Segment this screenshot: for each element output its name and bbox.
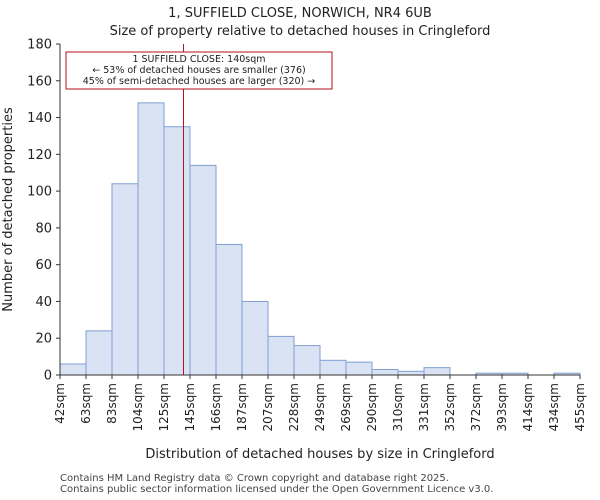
x-tick-label: 310sqm (391, 383, 405, 431)
histogram-bar (293, 345, 321, 376)
histogram-bar (111, 183, 139, 376)
annotation-text: 45% of semi-detached houses are larger (… (83, 76, 316, 87)
footer-copyright: Contains HM Land Registry data © Crown c… (60, 473, 449, 484)
x-tick-label: 83sqm (105, 383, 119, 424)
histogram-bar (189, 164, 217, 376)
x-tick-label: 393sqm (495, 383, 509, 431)
x-tick-label: 434sqm (547, 383, 561, 431)
x-tick-label: 145sqm (183, 383, 197, 431)
x-tick-label: 352sqm (443, 383, 457, 431)
x-tick-label: 42sqm (53, 383, 67, 424)
histogram-bar (267, 335, 295, 376)
x-tick-label: 63sqm (79, 383, 93, 424)
x-tick-label: 228sqm (287, 383, 301, 431)
histogram-bar (423, 367, 451, 376)
histogram-bar (137, 102, 165, 376)
histogram-bar (371, 368, 399, 376)
x-tick-label: 455sqm (573, 383, 587, 431)
chart-title: 1, SUFFIELD CLOSE, NORWICH, NR4 6UB (168, 6, 432, 21)
y-tick-label: 160 (27, 74, 52, 89)
histogram-bar (215, 243, 243, 376)
histogram-bar (59, 363, 87, 376)
y-tick-label: 180 (27, 38, 52, 53)
histogram-chart: 0 20 40 60 80 100 120 140 160 180 42sqm 63sqm 83sqm 1… (1, 38, 587, 463)
histogram-bar (345, 361, 373, 376)
histogram-bar (397, 370, 425, 376)
histogram-bar (319, 359, 347, 376)
x-tick-label: 331sqm (417, 383, 431, 431)
histogram-bar (85, 330, 113, 376)
x-tick-label: 207sqm (261, 383, 275, 431)
x-tick-label: 414sqm (521, 383, 535, 431)
x-tick-label: 104sqm (131, 383, 145, 431)
x-tick-label: 125sqm (157, 383, 171, 431)
annotation-box (65, 51, 333, 90)
footer-licence: Contains public sector information licen… (60, 484, 494, 495)
x-tick-label: 269sqm (339, 383, 353, 431)
annotation-text: ← 53% of detached houses are smaller (37… (92, 65, 305, 76)
y-tick-label: 140 (27, 111, 52, 126)
y-tick-label: 0 (44, 369, 52, 384)
chart-subtitle: Size of property relative to detached ho… (109, 24, 491, 39)
histogram-bar (163, 126, 191, 376)
x-tick-label: 372sqm (469, 383, 483, 431)
x-tick-label: 187sqm (235, 383, 249, 431)
x-tick-label: 290sqm (365, 383, 379, 431)
annotation-text: 1 SUFFIELD CLOSE: 140sqm (132, 54, 265, 65)
y-tick-label: 100 (27, 185, 52, 200)
y-tick-label: 80 (35, 221, 52, 236)
y-tick-label: 60 (35, 258, 52, 273)
x-tick-label: 249sqm (313, 383, 327, 431)
x-axis-label: Distribution of detached houses by size … (145, 447, 494, 462)
y-axis-label: Number of detached properties (1, 107, 16, 312)
histogram-bar (241, 300, 269, 376)
y-tick-label: 120 (27, 148, 52, 163)
y-tick-label: 20 (35, 332, 52, 347)
y-tick-label: 40 (35, 295, 52, 310)
x-tick-label: 166sqm (209, 383, 223, 431)
